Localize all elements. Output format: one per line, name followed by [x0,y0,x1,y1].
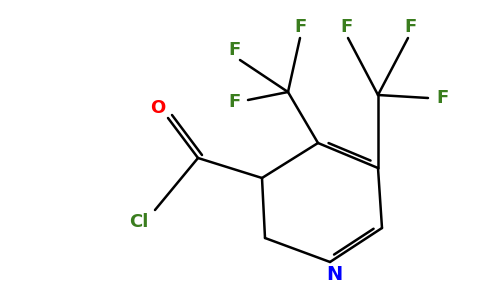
Text: F: F [294,18,306,36]
Text: O: O [151,99,166,117]
Text: F: F [228,93,240,111]
Text: F: F [228,41,240,59]
Text: Cl: Cl [129,213,149,231]
Text: N: N [326,265,342,284]
Text: F: F [404,18,416,36]
Text: F: F [436,89,448,107]
Text: F: F [340,18,352,36]
